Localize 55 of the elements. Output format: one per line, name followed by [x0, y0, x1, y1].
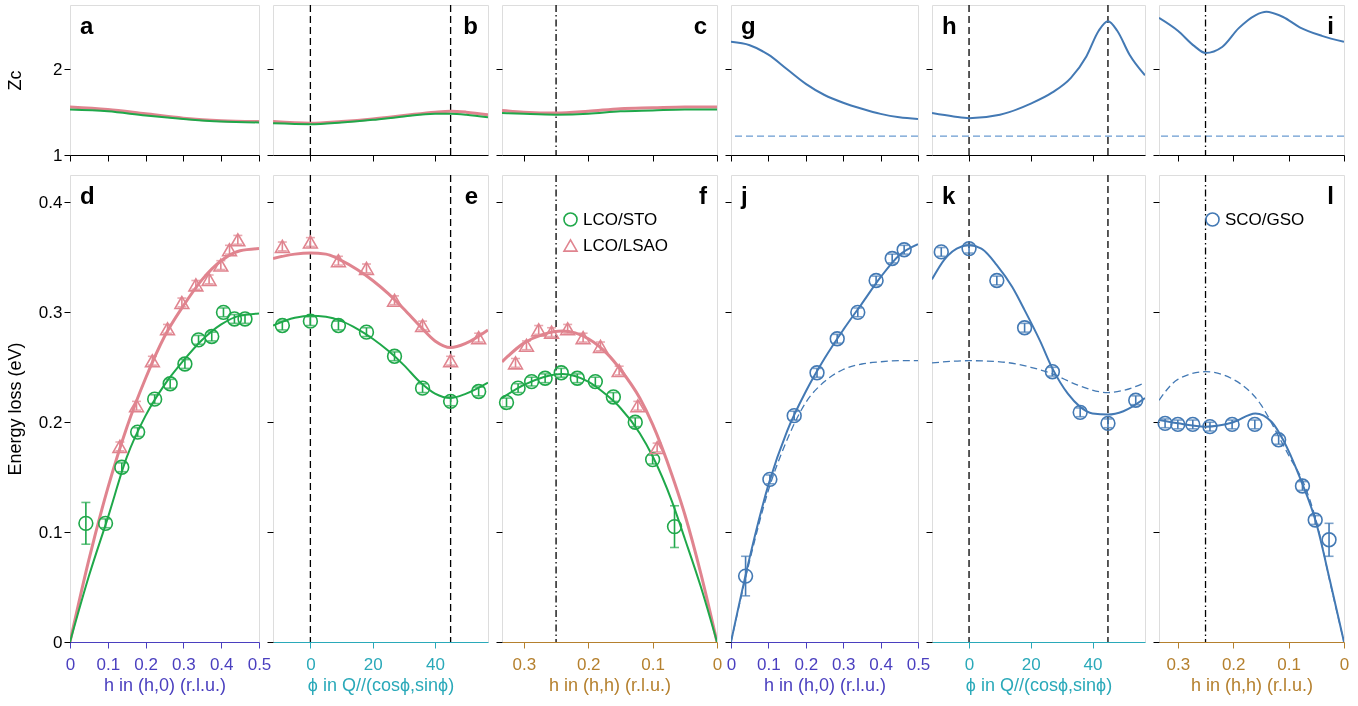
annotation: i	[1327, 12, 1334, 39]
x-tick-label: 0.5	[247, 654, 272, 674]
x-axis-title: h in (h,h) (r.l.u.)	[1190, 674, 1314, 695]
x-tick-label: 0.1	[96, 654, 121, 674]
x-tick-label: 0.1	[1277, 654, 1301, 674]
x-tick-label: 0.1	[641, 654, 665, 674]
x-tick-label: 40	[426, 654, 445, 674]
y-tick-label: 0.2	[38, 412, 63, 432]
x-tick-label: 0	[1339, 654, 1350, 674]
x-tick-label: 20	[363, 654, 383, 674]
y-axis-title: Energy loss (eV)	[4, 342, 25, 476]
x-tick-label: 0.5	[906, 654, 931, 674]
x-tick-label: 0.3	[172, 654, 196, 674]
y-tick-label: 0	[53, 632, 63, 652]
legend-label: SCO/GSO	[1225, 209, 1305, 229]
x-tick-label: 20	[1021, 654, 1041, 674]
x-tick-label: 0.3	[1166, 654, 1191, 674]
x-tick-label: 0.4	[869, 654, 893, 674]
x-axis-title: h in (h,0) (r.l.u.)	[763, 674, 887, 695]
x-axis-title: ϕ in Q//(cosϕ,sinϕ)	[307, 674, 455, 695]
x-tick-label: 0	[306, 654, 316, 674]
x-axis-title: h in (h,h) (r.l.u.)	[548, 674, 672, 695]
legend-label: LCO/STO	[583, 209, 658, 229]
x-axis-title: h in (h,0) (r.l.u.)	[103, 674, 227, 695]
y-tick-label: 0.1	[38, 522, 63, 542]
x-tick-label: 0	[726, 654, 737, 674]
y-axis-title: Zc	[4, 70, 25, 91]
x-axis-title: ϕ in Q//(cosϕ,sinϕ)	[965, 674, 1113, 695]
x-tick-label: 40	[1083, 654, 1103, 674]
annotation: k	[942, 182, 956, 209]
annotation: j	[740, 182, 748, 209]
y-tick-label: 0.3	[38, 302, 63, 322]
x-tick-label: 0	[712, 654, 723, 674]
legend-label: LCO/LSAO	[583, 235, 669, 255]
annotation: c	[693, 12, 707, 39]
x-tick-label: 0.3	[831, 654, 856, 674]
annotation: l	[1327, 182, 1334, 209]
annotation: f	[699, 182, 708, 209]
annotation: g	[741, 12, 756, 39]
y-tick-label: 1	[53, 145, 63, 165]
annotation: a	[80, 12, 94, 39]
x-tick-label: 0.2	[576, 654, 601, 674]
x-tick-label: 0.2	[134, 654, 158, 674]
x-tick-label: 0	[964, 654, 975, 674]
x-tick-label: 0.1	[757, 654, 781, 674]
y-tick-label: 0.4	[38, 192, 63, 212]
x-tick-label: 0.2	[1221, 654, 1246, 674]
x-tick-label: 0.3	[512, 654, 537, 674]
y-tick-label: 2	[53, 59, 63, 79]
annotation: b	[463, 12, 478, 39]
annotation: h	[942, 12, 957, 39]
x-tick-label: 0.4	[209, 654, 234, 674]
annotation: d	[80, 182, 95, 209]
x-tick-label: 0.2	[794, 654, 819, 674]
annotation: e	[464, 182, 478, 209]
